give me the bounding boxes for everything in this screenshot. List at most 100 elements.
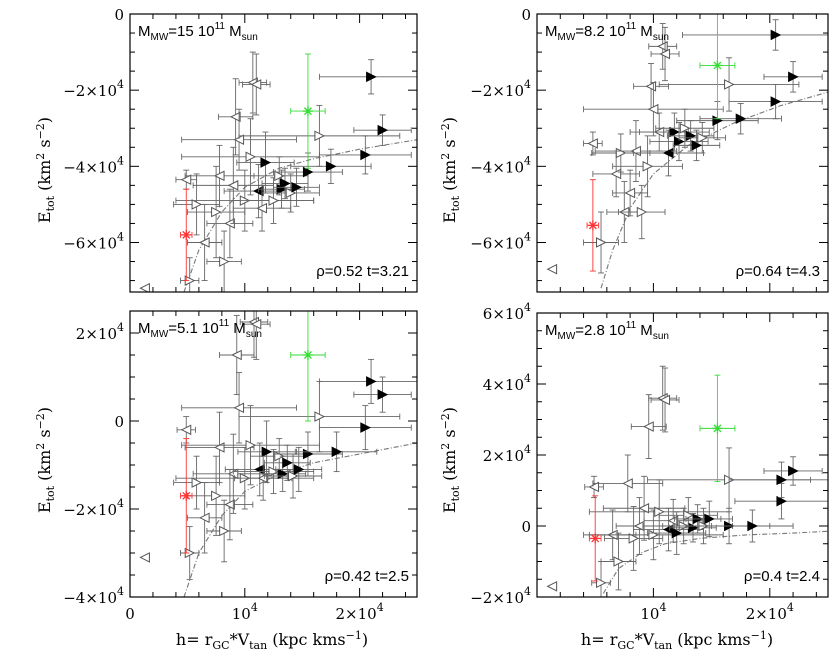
data-point	[139, 282, 150, 292]
triangle-marker	[546, 263, 558, 275]
data-point	[655, 108, 715, 148]
y-tick-label: −6×104	[63, 230, 124, 252]
triangle-marker	[770, 96, 782, 107]
triangle-marker	[643, 421, 654, 432]
data-point	[583, 211, 619, 274]
triangle-marker	[229, 111, 241, 123]
plot-area	[139, 51, 417, 292]
data-point	[604, 506, 664, 571]
data-point	[180, 438, 193, 554]
data-point	[672, 129, 721, 162]
star-stroke	[182, 230, 191, 239]
triangle-marker	[302, 166, 314, 178]
data-point	[219, 314, 255, 396]
triangle-marker	[747, 520, 758, 532]
triangle-marker	[250, 79, 262, 90]
mass-label-part: =8.2 10	[575, 23, 625, 40]
y-tick-mantissa: 0	[114, 413, 124, 431]
triangle-marker	[659, 394, 671, 406]
triangle-marker	[667, 515, 679, 526]
plot-area	[546, 365, 828, 597]
y-axis-title-bottom-right: Etot (km2 s−2)	[439, 407, 462, 513]
data-point	[318, 405, 412, 451]
mass-label-part: M	[225, 23, 242, 40]
triangle-marker	[776, 495, 788, 507]
triangle-marker	[139, 282, 150, 292]
y-tick-mantissa: −4×10	[470, 158, 524, 176]
data-point	[238, 380, 401, 453]
stats-label: ρ=0.64 t=4.3	[736, 263, 820, 280]
triangle-marker	[776, 474, 788, 486]
mass-label-part: MW	[151, 32, 169, 43]
data-point	[184, 144, 255, 207]
plot-area	[546, 14, 828, 289]
mass-label-part: =15 10	[168, 23, 214, 40]
data-point	[237, 420, 296, 484]
data-point	[186, 455, 246, 536]
y-axis-title-text: Etot (km2 s−2)	[439, 407, 462, 513]
data-point	[217, 78, 254, 156]
data-point	[353, 376, 412, 413]
data-point	[699, 374, 736, 483]
triangle-marker	[139, 552, 150, 563]
plot-frame	[536, 13, 829, 293]
data-point	[612, 135, 683, 198]
y-tick-label: 4×104	[483, 372, 531, 394]
x-tick-exponent: 4	[377, 601, 384, 614]
star-stroke	[303, 107, 312, 116]
x-tick-exponent: 4	[251, 601, 258, 614]
data-point	[173, 173, 220, 236]
y-tick-label: −6×104	[470, 230, 531, 252]
mass-label-part: M	[138, 23, 151, 40]
data-point	[186, 165, 246, 259]
triangle-marker	[638, 502, 650, 514]
triangle-marker	[268, 195, 280, 206]
triangle-marker	[377, 389, 389, 400]
triangle-marker	[211, 206, 222, 218]
data-point	[728, 84, 823, 120]
data-point	[546, 263, 558, 275]
data-point	[318, 358, 417, 404]
triangle-marker	[724, 79, 735, 90]
y-tick-mantissa: −6×10	[470, 234, 524, 252]
data-point	[232, 177, 315, 224]
triangle-marker	[366, 376, 377, 387]
data-point	[648, 23, 678, 70]
triangle-marker	[291, 181, 303, 193]
triangle-marker	[314, 130, 326, 142]
triangle-marker	[360, 149, 371, 161]
y-axis-title-bottom-left: Etot (km2 s−2)	[34, 407, 57, 513]
data-point	[658, 497, 718, 534]
data-point	[682, 19, 828, 51]
data-point	[648, 365, 678, 431]
data-point	[618, 184, 666, 240]
data-point	[633, 63, 669, 110]
triangle-marker	[282, 457, 293, 469]
plot-frame	[129, 13, 418, 293]
data-point	[318, 135, 412, 175]
triangle-marker	[366, 71, 377, 83]
triangle-marker	[647, 103, 659, 115]
mass-label-part: M	[229, 320, 246, 337]
mass-label-part: MW	[558, 331, 576, 342]
data-point	[583, 509, 724, 561]
mass-label-part: M	[545, 23, 558, 40]
triangle-marker	[314, 411, 326, 422]
y-tick-label: 0	[521, 6, 531, 24]
triangle-marker	[659, 48, 671, 60]
y-tick-mantissa: 4×10	[483, 376, 524, 394]
mass-label-part: M	[545, 322, 558, 339]
data-point	[699, 14, 736, 120]
triangle-marker	[628, 533, 640, 544]
y-axis-title-top: Etot (km2 s−2)	[34, 117, 57, 223]
y-tick-label: 0	[114, 6, 124, 24]
plot-area	[139, 311, 417, 597]
data-point	[650, 367, 680, 433]
triangle-marker	[219, 525, 230, 537]
triangle-marker	[613, 556, 625, 567]
x-axis-title-right: h= rGC*Vtan (kpc kms−1)	[581, 629, 773, 652]
mass-label-part: 11	[626, 21, 637, 32]
x-tick-label: 104	[232, 601, 258, 623]
triangle-marker	[288, 470, 299, 482]
